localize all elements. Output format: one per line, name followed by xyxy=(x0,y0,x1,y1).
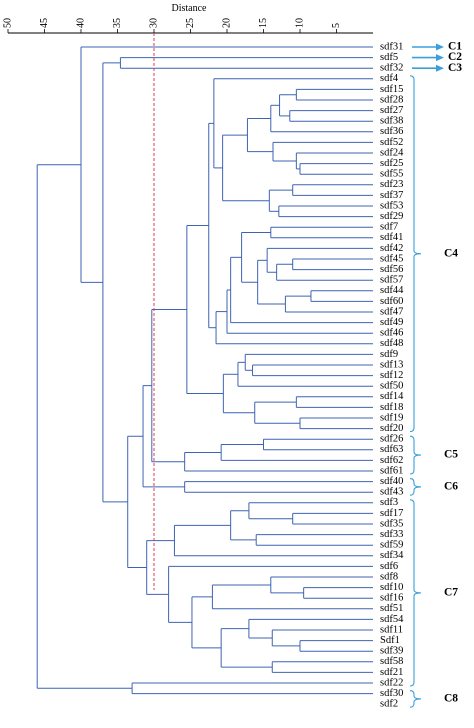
cluster-brace xyxy=(409,435,422,475)
cluster-arrow-head xyxy=(436,64,444,72)
leaf-label: sdf3 xyxy=(380,497,398,508)
leaf-label: sdf37 xyxy=(380,190,403,201)
leaf-label: Sdf1 xyxy=(380,635,400,646)
leaf-label: sdf27 xyxy=(380,105,403,116)
leaf-label: sdf16 xyxy=(380,593,403,604)
leaf-label: sdf30 xyxy=(380,688,403,699)
cluster-label: C6 xyxy=(444,481,458,493)
leaf-label: sdf60 xyxy=(380,296,403,307)
cluster-brace xyxy=(409,690,422,708)
leaf-label: sdf59 xyxy=(380,540,403,551)
distance-axis: 50 45 40 35 30 25 20 15 10 5 xyxy=(2,18,373,34)
leaf-label: sdf55 xyxy=(380,169,403,180)
cluster-label: C4 xyxy=(444,247,458,259)
axis-tick-label: 50 xyxy=(2,18,13,28)
leaf-label: sdf33 xyxy=(380,529,403,540)
leaf-label: sdf49 xyxy=(380,317,403,328)
leaf-label: sdf9 xyxy=(380,349,398,360)
leaf-label: sdf62 xyxy=(380,455,403,466)
leaf-label: sdf34 xyxy=(380,550,404,561)
leaf-label: sdf28 xyxy=(380,94,403,105)
leaf-label: sdf7 xyxy=(380,222,398,233)
axis-tick-label: 15 xyxy=(258,18,269,28)
leaf-label: sdf13 xyxy=(380,359,403,370)
cluster-label: C3 xyxy=(448,62,462,74)
leaf-label: sdf61 xyxy=(380,465,403,476)
leaf-label: sdf48 xyxy=(380,338,403,349)
leaf-label: sdf58 xyxy=(380,656,403,667)
leaf-label: sdf36 xyxy=(380,126,403,137)
leaf-label: sdf10 xyxy=(380,582,403,593)
leaf-label: sdf19 xyxy=(380,412,403,423)
axis-tick-label: 5 xyxy=(331,23,342,28)
leaf-label: sdf24 xyxy=(380,147,404,158)
leaf-label: sdf17 xyxy=(380,508,403,519)
axis-tick-label: 40 xyxy=(75,18,86,28)
leaf-label: sdf38 xyxy=(380,116,403,127)
leaf-label: sdf52 xyxy=(380,137,403,148)
axis-title: Distance xyxy=(171,3,207,14)
cluster-brace xyxy=(409,478,422,496)
leaf-label: sdf51 xyxy=(380,603,403,614)
leaf-label: sdf39 xyxy=(380,646,403,657)
cluster-label: C5 xyxy=(444,449,458,461)
leaf-label: sdf42 xyxy=(380,243,403,254)
cluster-brace xyxy=(409,499,422,687)
leaf-label: sdf18 xyxy=(380,402,403,413)
leaf-label: sdf29 xyxy=(380,211,403,222)
leaf-label: sdf45 xyxy=(380,253,403,264)
leaf-label: sdf43 xyxy=(380,487,403,498)
leaf-label: sdf14 xyxy=(380,391,404,402)
leaf-label: sdf23 xyxy=(380,179,403,190)
leaf-label: sdf2 xyxy=(380,699,398,710)
leaf-label: sdf57 xyxy=(380,275,403,286)
leaf-label: sdf8 xyxy=(380,571,398,582)
leaf-label: sdf47 xyxy=(380,306,403,317)
leaf-label: sdf6 xyxy=(380,561,398,572)
leaf-label: sdf41 xyxy=(380,232,403,243)
leaf-label: sdf21 xyxy=(380,667,403,678)
leaf-label: sdf5 xyxy=(380,52,398,63)
leaf-label: sdf54 xyxy=(380,614,404,625)
cluster-label: C7 xyxy=(444,587,458,599)
leaf-label: sdf50 xyxy=(380,381,403,392)
axis-tick-label: 20 xyxy=(221,18,232,28)
cluster-arrow-head xyxy=(436,43,444,51)
leaf-label: sdf35 xyxy=(380,518,403,529)
leaf-label: sdf26 xyxy=(380,434,403,445)
leaf-label: sdf15 xyxy=(380,84,403,95)
cluster-label: C1 xyxy=(448,41,462,53)
leaf-label: sdf32 xyxy=(380,63,403,74)
axis-tick-label: 25 xyxy=(185,18,196,28)
leaf-labels: sdf31sdf5sdf32sdf4sdf15sdf28sdf27sdf38sd… xyxy=(380,41,404,709)
leaf-label: sdf12 xyxy=(380,370,403,381)
leaf-label: sdf11 xyxy=(380,624,403,635)
leaf-label: sdf22 xyxy=(380,677,403,688)
leaf-label: sdf20 xyxy=(380,423,403,434)
leaf-label: sdf4 xyxy=(380,73,399,84)
axis-tick-label: 30 xyxy=(148,18,159,28)
leaf-label: sdf53 xyxy=(380,200,403,211)
leaf-label: sdf56 xyxy=(380,264,403,275)
leaf-label: sdf44 xyxy=(380,285,404,296)
cluster-arrow-head xyxy=(436,54,444,62)
leaf-label: sdf40 xyxy=(380,476,403,487)
axis-tick-label: 35 xyxy=(112,18,123,28)
axis-tick-label: 10 xyxy=(294,18,305,28)
cluster-label: C2 xyxy=(448,51,462,63)
leaf-label: sdf25 xyxy=(380,158,403,169)
cluster-label: C8 xyxy=(444,693,458,705)
dendrogram-tree xyxy=(36,46,373,695)
leaf-label: sdf63 xyxy=(380,444,403,455)
leaf-label: sdf46 xyxy=(380,328,403,339)
axis-tick-label: 45 xyxy=(39,18,50,28)
leaf-label: sdf31 xyxy=(380,41,403,52)
cluster-brace xyxy=(409,75,422,433)
